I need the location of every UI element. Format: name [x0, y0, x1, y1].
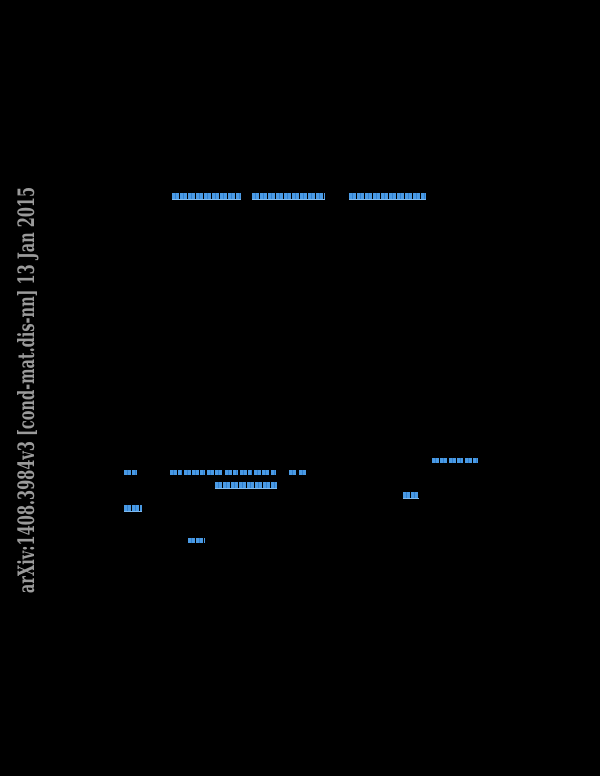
- url-link[interactable]: [403, 492, 419, 499]
- inline-citation-link[interactable]: [289, 470, 297, 475]
- inline-citation-link[interactable]: [184, 470, 205, 475]
- inline-citation-link[interactable]: [299, 470, 307, 475]
- arxiv-watermark: arXiv:1408.3984v3 [cond-mat.dis-nn] 13 J…: [14, 186, 40, 594]
- inline-citation-link[interactable]: [225, 470, 238, 475]
- inline-citation-link[interactable]: [170, 470, 182, 475]
- inline-citation-link[interactable]: [271, 470, 276, 475]
- author-email-link-3[interactable]: [349, 193, 426, 200]
- author-email-link-1[interactable]: [172, 193, 241, 200]
- inline-citation-link[interactable]: [254, 470, 269, 475]
- inline-citation-link[interactable]: [207, 470, 223, 475]
- author-email-link-2[interactable]: [252, 193, 325, 200]
- inline-citation-link[interactable]: [465, 458, 478, 463]
- inline-citation-link[interactable]: [449, 458, 463, 463]
- inline-citation-link[interactable]: [188, 538, 205, 543]
- inline-citation-link[interactable]: [124, 470, 137, 475]
- inline-citation-link[interactable]: [432, 458, 447, 463]
- url-link[interactable]: [215, 482, 277, 489]
- url-link[interactable]: [124, 505, 142, 512]
- inline-citation-link[interactable]: [240, 470, 252, 475]
